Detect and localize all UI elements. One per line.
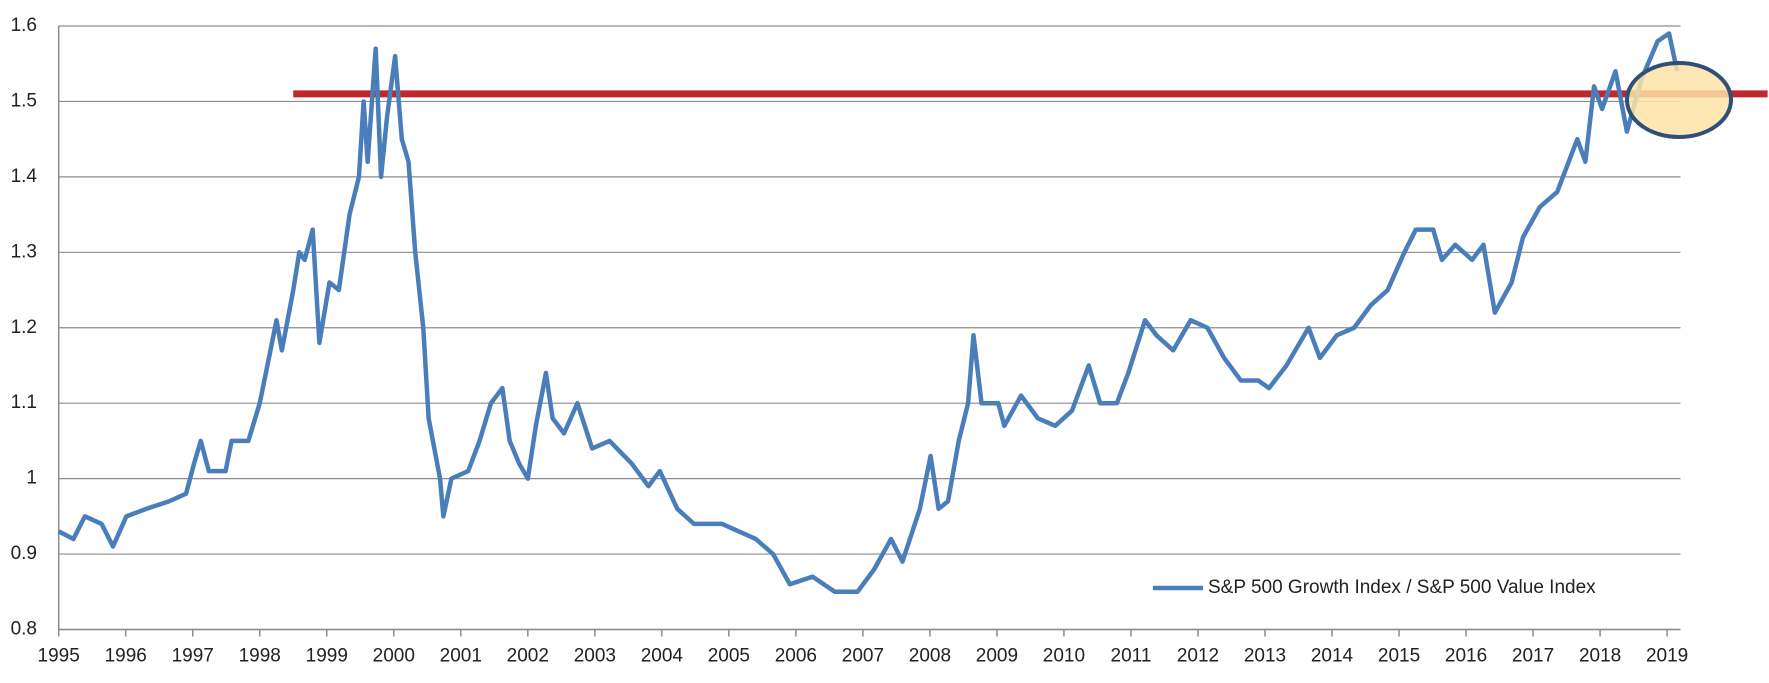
x-tick-label: 1998 (239, 646, 281, 667)
legend-label: S&P 500 Growth Index / S&P 500 Value Ind… (1208, 577, 1596, 598)
highlight-ellipse (1625, 61, 1733, 139)
y-tick-label: 1 (26, 468, 37, 489)
x-tick-label: 2007 (842, 646, 884, 667)
x-tick-label: 2000 (373, 646, 415, 667)
x-tick-label: 2016 (1445, 646, 1487, 667)
x-tick-label: 2015 (1378, 646, 1420, 667)
y-tick-label: 1.3 (11, 241, 37, 262)
x-tick-label: 2018 (1579, 646, 1621, 667)
x-tick-label: 2008 (909, 646, 951, 667)
x-tick-label: 1999 (306, 646, 348, 667)
x-tick-label: 2003 (574, 646, 616, 667)
y-tick-label: 1.5 (11, 90, 37, 111)
x-tick-label: 2001 (440, 646, 482, 667)
y-tick-label: 0.8 (11, 619, 37, 640)
marks (57, 31, 1768, 595)
y-tick-label: 1.2 (11, 317, 37, 338)
x-tick-label: 2002 (507, 646, 549, 667)
x-tick-label: 2006 (775, 646, 817, 667)
x-tick-label: 2004 (641, 646, 684, 667)
y-tick-label: 1.6 (11, 15, 37, 36)
x-tick-label: 1995 (38, 646, 80, 667)
x-tick-label: 2019 (1646, 646, 1688, 667)
grid (57, 25, 1681, 637)
x-tick-label: 2009 (976, 646, 1018, 667)
labels: 0.8 0.9 1 1.1 1.2 1.3 1.4 1.5 1.6 1995 1996 1997 199… (11, 15, 1689, 667)
y-tick-label: 1.1 (11, 392, 37, 413)
x-tick-label: 1996 (105, 646, 147, 667)
x-tick-label: 2013 (1244, 646, 1286, 667)
x-tick-label: 2011 (1111, 646, 1152, 667)
x-tick-label: 2012 (1177, 646, 1219, 667)
x-tick-label: 2014 (1311, 646, 1354, 667)
y-tick-label: 1.4 (11, 166, 38, 187)
data-line (57, 31, 1680, 595)
y-tick-label: 0.9 (11, 543, 37, 564)
x-tick-label: 1997 (172, 646, 214, 667)
x-tick-label: 2005 (708, 646, 750, 667)
x-tick-label: 2010 (1043, 646, 1085, 667)
x-tick-label: 2017 (1512, 646, 1554, 667)
